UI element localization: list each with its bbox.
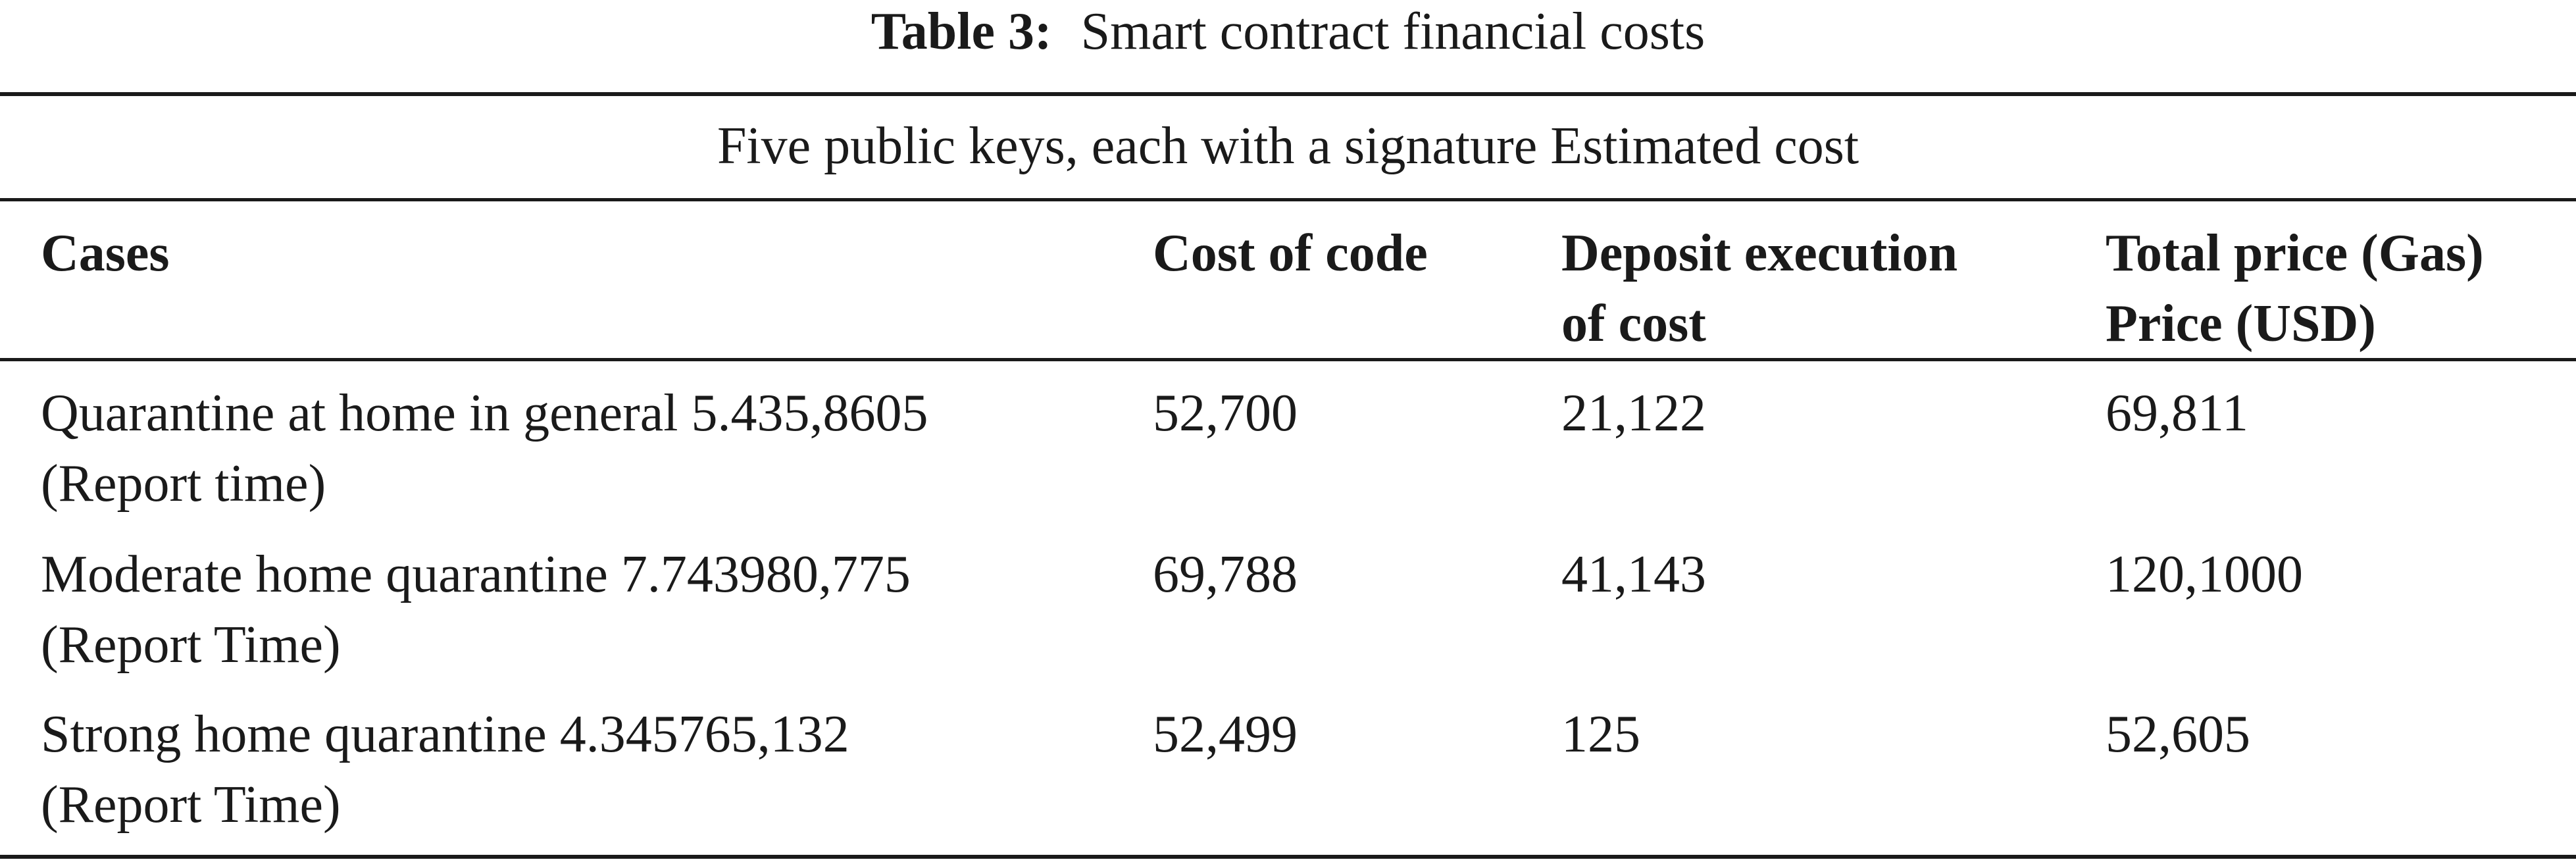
header-rule [0,358,2576,361]
deposit-execution-cell: 21,122 [1561,384,1706,442]
column-header-line: Cases [41,224,170,282]
deposit-execution-cell: 125 [1561,705,1640,763]
column-header-line: of cost [1561,295,1706,353]
column-header-cases: Cases [41,218,170,289]
table-caption-text: Smart contract financial costs [1080,3,1705,61]
case-report-time: (Report Time) [41,616,341,674]
column-header-line: Cost of code [1153,224,1428,282]
column-header-line: Price (USD) [2106,295,2376,353]
total-price-cell: 120,1000 [2106,546,2303,603]
column-header-deposit-execution: Deposit execution of cost [1561,218,1957,359]
total-price-cell: 69,811 [2106,384,2249,442]
column-header-line: Deposit execution [1561,224,1958,282]
case-report-time: (Report Time) [41,776,341,834]
case-cell: Quarantine at home in general 5.435,8605… [41,378,928,519]
table-caption-label: Table 3: [871,3,1052,61]
column-header-total-price: Total price (Gas) Price (USD) [2106,218,2484,359]
group-header-rule [0,198,2576,201]
case-label: Moderate home quarantine 7.743980,775 [41,546,911,603]
case-cell: Moderate home quarantine 7.743980,775 (R… [41,540,911,680]
cost-of-code-cell: 52,499 [1153,705,1298,763]
table-top-rule [0,92,2576,96]
total-price-cell: 52,605 [2106,705,2250,763]
cost-of-code-cell: 69,788 [1153,546,1298,603]
case-cell: Strong home quarantine 4.345765,132 (Rep… [41,700,849,840]
case-report-time: (Report time) [41,455,326,513]
table-caption: Table 3: Smart contract financial costs [0,0,2576,72]
column-header-line: Total price (Gas) [2106,224,2484,282]
deposit-execution-cell: 41,143 [1561,546,1706,603]
cost-of-code-cell: 52,700 [1153,384,1298,442]
table-group-header: Five public keys, each with a signature … [717,117,1859,175]
case-label: Quarantine at home in general 5.435,8605 [41,384,928,442]
case-label: Strong home quarantine 4.345765,132 [41,705,849,763]
column-header-cost-of-code: Cost of code [1153,218,1428,289]
table-bottom-rule [0,855,2576,859]
